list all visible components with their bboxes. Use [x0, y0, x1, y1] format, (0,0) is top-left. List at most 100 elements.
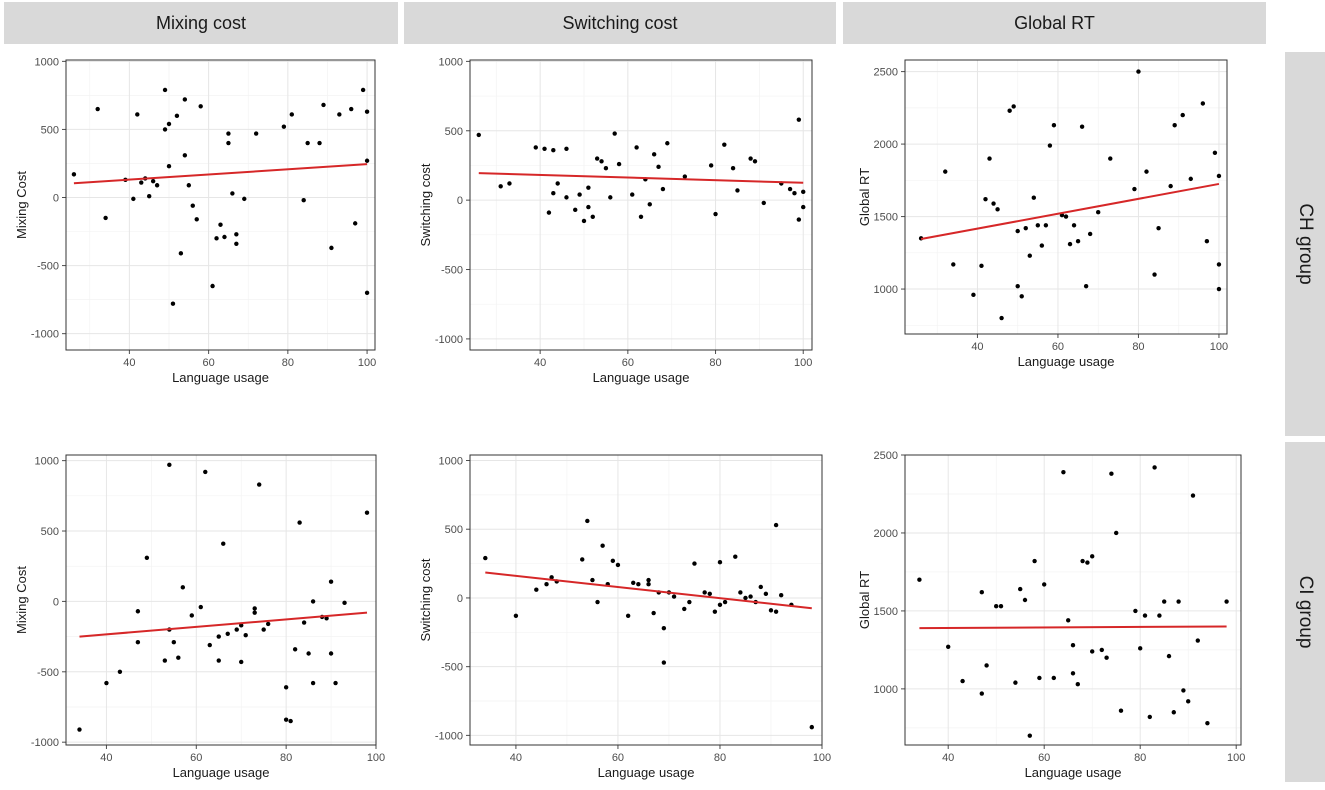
x-tick-label: 100 — [794, 357, 812, 369]
data-point — [917, 577, 922, 582]
data-point — [1108, 156, 1113, 161]
y-tick-label: 2000 — [874, 139, 898, 151]
x-tick-label: 80 — [1134, 752, 1146, 764]
panel-background — [905, 60, 1227, 334]
x-tick-label: 80 — [709, 357, 721, 369]
data-point — [796, 117, 802, 122]
data-point — [580, 557, 585, 562]
data-point — [713, 211, 718, 217]
data-point — [1181, 688, 1186, 693]
x-tick-label: 80 — [1132, 341, 1144, 353]
data-point — [476, 132, 481, 138]
y-tick-label: 1000 — [874, 684, 898, 696]
x-tick-label: 100 — [813, 752, 831, 764]
row-header-ch-label: CH group — [1295, 203, 1316, 285]
data-point — [222, 234, 227, 240]
data-point — [1195, 638, 1200, 643]
fit-line — [485, 571, 812, 610]
data-point — [198, 604, 203, 610]
x-tick-label: 40 — [510, 752, 522, 764]
data-point — [943, 169, 948, 174]
data-point — [660, 186, 666, 192]
data-point — [594, 156, 600, 161]
x-tick-label: 80 — [714, 752, 726, 764]
data-point — [1118, 708, 1124, 713]
data-point — [586, 185, 591, 190]
data-point — [190, 203, 195, 208]
data-point — [801, 204, 806, 210]
data-point — [631, 580, 636, 586]
y-axis-title: Global RT — [857, 571, 872, 629]
data-point — [176, 655, 181, 660]
data-point — [310, 599, 316, 604]
x-tick-label: 60 — [202, 357, 214, 369]
data-point — [1216, 262, 1222, 267]
data-point — [551, 191, 556, 196]
data-point — [634, 145, 639, 150]
data-point — [1133, 608, 1138, 614]
data-point — [283, 717, 289, 722]
data-point — [253, 131, 259, 136]
data-point — [1075, 681, 1080, 687]
data-point — [71, 172, 77, 177]
data-point — [328, 651, 334, 656]
data-point — [712, 609, 718, 614]
data-point — [1157, 613, 1162, 618]
data-point — [135, 640, 141, 645]
scatter-global-rt-ch: 40 60 80 100 1000 1500 2000 2500 Language usage G… — [857, 59, 1228, 369]
col-header-global-rt: Global RT — [843, 2, 1266, 44]
col-header-mixing-cost: Mixing cost — [4, 2, 398, 44]
data-point — [170, 301, 176, 306]
data-point — [735, 188, 740, 193]
data-point — [581, 218, 587, 224]
data-point — [194, 217, 199, 222]
data-point — [167, 462, 172, 468]
data-point — [507, 181, 512, 186]
data-point — [1096, 210, 1101, 215]
data-point — [513, 613, 519, 619]
panel-background — [66, 60, 375, 350]
data-point — [256, 482, 262, 487]
data-point — [283, 685, 289, 690]
data-point — [1023, 225, 1028, 231]
y-tick-label: 500 — [445, 524, 463, 536]
y-tick-label: -500 — [37, 667, 59, 679]
data-point — [761, 200, 766, 206]
data-point — [730, 166, 736, 171]
data-point — [1015, 283, 1020, 289]
x-axis-title: Language usage — [173, 765, 270, 780]
data-point — [651, 152, 657, 157]
data-point — [1022, 597, 1028, 603]
fit-line — [73, 163, 368, 185]
data-point — [708, 163, 714, 168]
data-point — [117, 669, 123, 674]
data-point — [1011, 104, 1016, 109]
data-point — [590, 214, 595, 219]
data-point — [979, 590, 984, 595]
data-point — [564, 146, 569, 152]
y-tick-label: -500 — [441, 265, 463, 277]
x-axis-title: Language usage — [1018, 354, 1115, 369]
data-point — [646, 577, 651, 583]
data-point — [281, 124, 287, 129]
data-point — [234, 241, 239, 247]
data-point — [189, 613, 194, 618]
data-point — [144, 555, 150, 560]
data-point — [306, 651, 311, 656]
x-tick-label: 60 — [1052, 341, 1064, 353]
data-point — [1027, 253, 1032, 258]
row-header-ci-label: CI group — [1295, 575, 1316, 649]
data-point — [1066, 618, 1071, 623]
data-point — [1142, 613, 1148, 618]
data-point — [608, 195, 613, 200]
data-point — [162, 658, 168, 663]
data-point — [692, 561, 697, 566]
x-tick-label: 80 — [280, 752, 292, 764]
data-point — [1027, 733, 1032, 738]
data-point — [221, 541, 226, 546]
y-tick-label: 1500 — [874, 606, 898, 618]
y-axis-title: Mixing Cost — [14, 171, 29, 239]
data-point — [758, 584, 763, 590]
data-point — [297, 520, 302, 525]
data-point — [722, 599, 728, 605]
